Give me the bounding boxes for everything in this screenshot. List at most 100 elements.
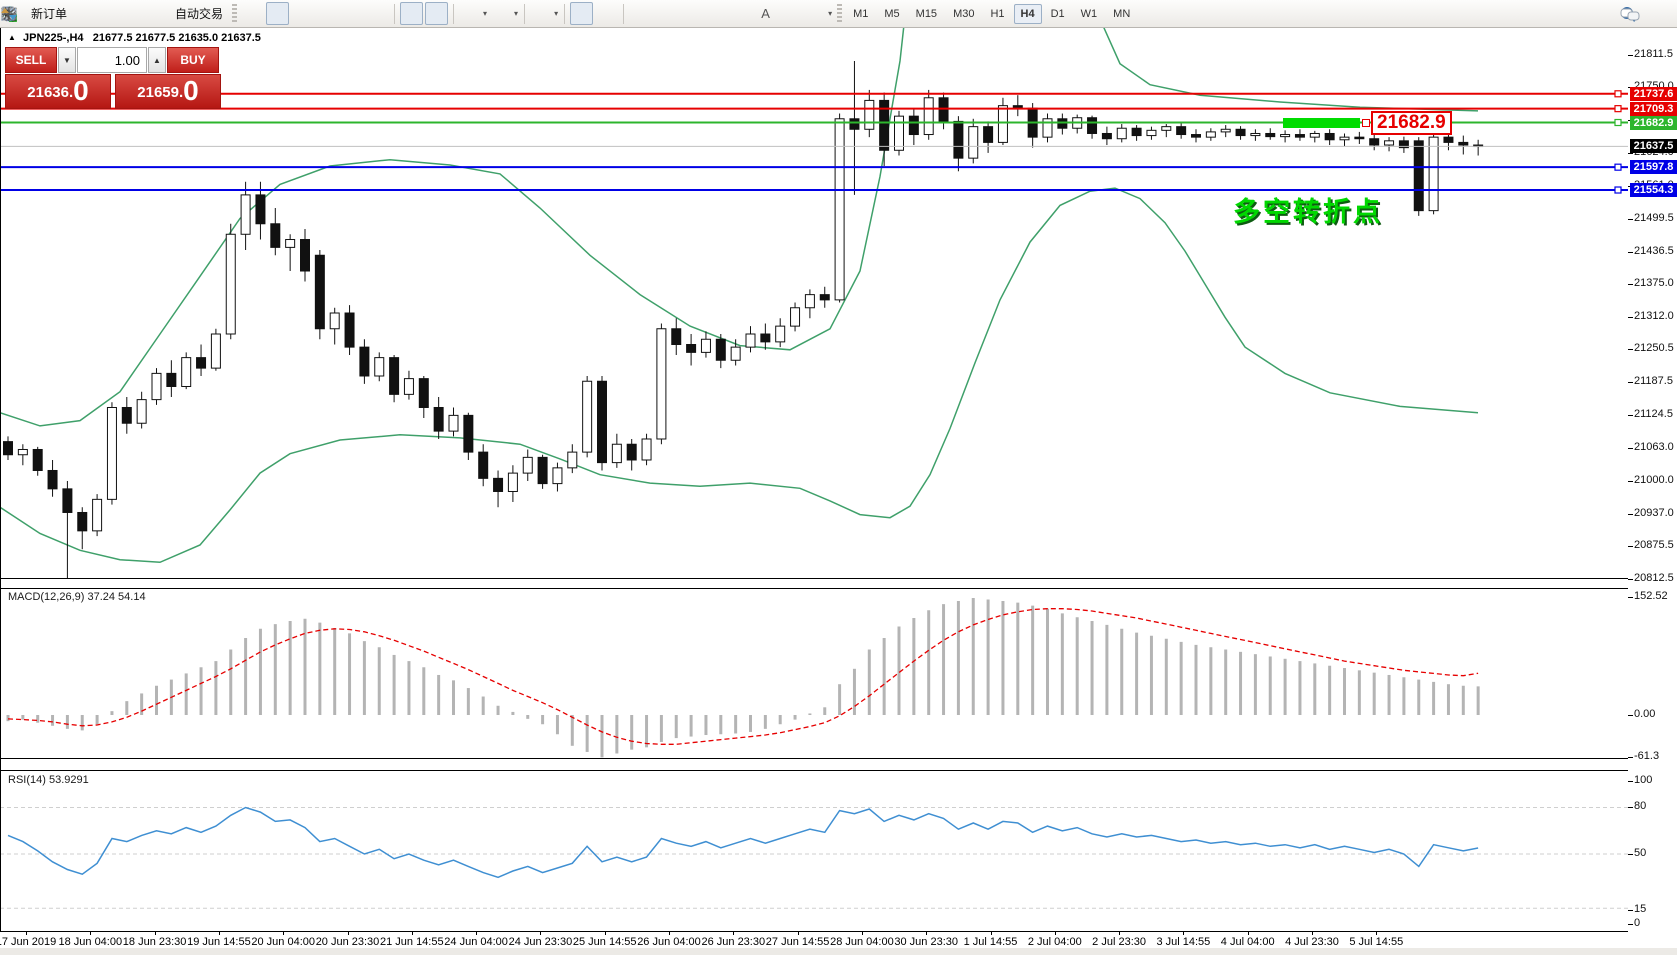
pane-divider[interactable] bbox=[0, 578, 1628, 579]
auto-scroll-icon[interactable] bbox=[2, 2, 424, 25]
turning-point-note[interactable]: 多空转折点 bbox=[1233, 197, 1383, 227]
price-level-badge: 21637.5 bbox=[1630, 139, 1677, 154]
sell-price-button[interactable]: 21636. 0 bbox=[5, 74, 111, 109]
sell-button[interactable]: SELL bbox=[5, 47, 57, 73]
price-tick-mark bbox=[1628, 382, 1633, 383]
arrows-dropdown-caret[interactable]: ▾ bbox=[828, 9, 833, 18]
timeframe-button-M5[interactable]: M5 bbox=[884, 7, 900, 20]
zoom-out-icon[interactable] bbox=[2, 2, 364, 25]
buy-button[interactable]: BUY bbox=[167, 47, 219, 73]
timeframe-button-M15[interactable]: M15 bbox=[915, 7, 938, 20]
rsi-tick-label: 80 bbox=[1634, 800, 1647, 812]
fibonacci-icon[interactable]: F bbox=[2, 2, 752, 25]
volume-up-button[interactable]: ▲ bbox=[148, 47, 166, 73]
ohlc-values: 21677.5 21677.5 21635.0 21637.5 bbox=[92, 32, 261, 44]
time-label: 24 Jun 04:00 bbox=[444, 936, 508, 948]
pane-divider[interactable] bbox=[0, 758, 1628, 759]
timeframe-button-W1[interactable]: W1 bbox=[1080, 7, 1098, 20]
styles-icon[interactable] bbox=[2, 2, 97, 25]
signal-icon[interactable] bbox=[2, 2, 147, 25]
time-tick-mark bbox=[1376, 931, 1378, 935]
equidistant-channel-icon[interactable]: E bbox=[1, 2, 727, 25]
time-axis[interactable] bbox=[0, 931, 1628, 949]
price-level-badge: 21597.8 bbox=[1630, 160, 1677, 175]
timeframe-button-M30[interactable]: M30 bbox=[953, 7, 975, 20]
cursor-icon[interactable] bbox=[5, 2, 594, 25]
rsi-label: RSI(14) 53.9291 bbox=[8, 774, 89, 786]
price-tick-label: 21499.5 bbox=[1634, 212, 1674, 224]
price-tick-mark bbox=[1628, 153, 1633, 154]
profile-icon[interactable] bbox=[3, 2, 122, 25]
timeframe-button-H4[interactable]: H4 bbox=[1013, 3, 1042, 24]
vertical-line-icon[interactable] bbox=[8, 2, 652, 25]
price-scale[interactable] bbox=[1628, 28, 1677, 948]
chat-icon[interactable] bbox=[1620, 2, 1668, 25]
price-tick-mark bbox=[1628, 252, 1633, 253]
toolbar-drag-handle[interactable] bbox=[232, 3, 238, 24]
period-dropdown-caret[interactable]: ▾ bbox=[514, 9, 519, 18]
price-tick-mark bbox=[1628, 546, 1633, 547]
rsi-tick-label: 50 bbox=[1634, 847, 1647, 859]
rsi-tick-label: 100 bbox=[1634, 774, 1653, 786]
bar-chart-icon[interactable] bbox=[2, 2, 264, 25]
plot-left-border bbox=[0, 28, 1, 948]
trendline-icon[interactable] bbox=[2, 2, 702, 25]
timeframe-button-MN[interactable]: MN bbox=[1113, 7, 1131, 20]
timeframe-button-M1[interactable]: M1 bbox=[853, 7, 869, 20]
horizontal-line-icon[interactable] bbox=[2, 2, 677, 25]
price-tick-mark bbox=[1628, 579, 1633, 580]
arrows-icon[interactable] bbox=[1, 2, 827, 25]
time-label: 30 Jun 23:30 bbox=[894, 936, 958, 948]
symbol-period-label: JPN225-,H4 bbox=[22, 32, 84, 44]
price-tick-label: 21187.5 bbox=[1634, 375, 1673, 387]
indicators-dropdown-caret[interactable]: ▾ bbox=[483, 9, 488, 18]
price-chart-canvas[interactable] bbox=[0, 28, 1628, 578]
text-label-icon[interactable]: T bbox=[2, 2, 802, 25]
price-tick-mark bbox=[1628, 514, 1633, 515]
volume-input[interactable]: 1.00 bbox=[77, 47, 147, 73]
auto-trading-label[interactable]: 自动交易 bbox=[175, 7, 224, 21]
time-label: 26 Jun 23:30 bbox=[701, 936, 766, 948]
time-label: 17 Jun 2019 bbox=[0, 936, 57, 948]
buy-price-main: 21659 bbox=[137, 84, 179, 101]
macd-canvas[interactable] bbox=[0, 588, 1628, 758]
price-level-badge: 21737.6 bbox=[1630, 86, 1677, 101]
timeframe-button-H1[interactable]: H1 bbox=[990, 7, 1005, 20]
time-label: 26 Jun 04:00 bbox=[637, 936, 701, 948]
new-order-label[interactable]: 新订单 bbox=[31, 7, 68, 21]
tile-windows-icon[interactable] bbox=[1, 2, 389, 25]
macd-label: MACD(12,26,9) 37.24 54.14 bbox=[8, 591, 146, 603]
time-tick-mark bbox=[411, 931, 413, 935]
macd-tick-mark bbox=[1628, 715, 1633, 716]
price-tick-mark bbox=[1628, 317, 1633, 318]
template-dropdown-caret[interactable]: ▾ bbox=[554, 9, 559, 18]
price-tag-anchor[interactable] bbox=[1362, 119, 1370, 127]
buy-price-button[interactable]: 21659. 0 bbox=[115, 74, 221, 109]
chart-shift-icon[interactable] bbox=[1, 2, 449, 25]
rsi-canvas[interactable] bbox=[0, 771, 1628, 931]
text-icon[interactable]: A bbox=[761, 6, 770, 21]
template-icon[interactable] bbox=[1, 2, 553, 25]
line-chart-icon[interactable] bbox=[1, 2, 314, 25]
price-tick-mark bbox=[1628, 55, 1633, 56]
rsi-pane-top-border bbox=[0, 770, 1628, 771]
time-tick-mark bbox=[1119, 931, 1121, 935]
macd-tick-label: 152.52 bbox=[1634, 590, 1668, 602]
time-label: 27 Jun 14:55 bbox=[765, 936, 830, 948]
price-tick-label: 21063.0 bbox=[1634, 441, 1674, 453]
auto-trading-icon[interactable] bbox=[0, 2, 172, 25]
period-clock-icon[interactable] bbox=[1, 2, 513, 25]
crosshair-icon[interactable] bbox=[2, 2, 618, 25]
toolbar-drag-handle[interactable] bbox=[837, 3, 843, 24]
price-tick-mark bbox=[1628, 219, 1633, 220]
indicators-icon[interactable] bbox=[2, 2, 482, 25]
volume-down-button[interactable]: ▼ bbox=[58, 47, 76, 73]
price-alert-tag[interactable]: 21682.9 bbox=[1371, 111, 1452, 135]
price-tick-label: 21000.0 bbox=[1634, 474, 1674, 486]
timeframe-button-D1[interactable]: D1 bbox=[1050, 7, 1065, 20]
macd-tick-label: -61.3 bbox=[1634, 750, 1660, 762]
zoom-in-icon[interactable] bbox=[2, 2, 339, 25]
candlestick-chart-icon[interactable] bbox=[3, 2, 290, 25]
time-label: 28 Jun 04:00 bbox=[830, 936, 894, 948]
collapse-arrow-icon[interactable]: ▲ bbox=[8, 33, 16, 42]
